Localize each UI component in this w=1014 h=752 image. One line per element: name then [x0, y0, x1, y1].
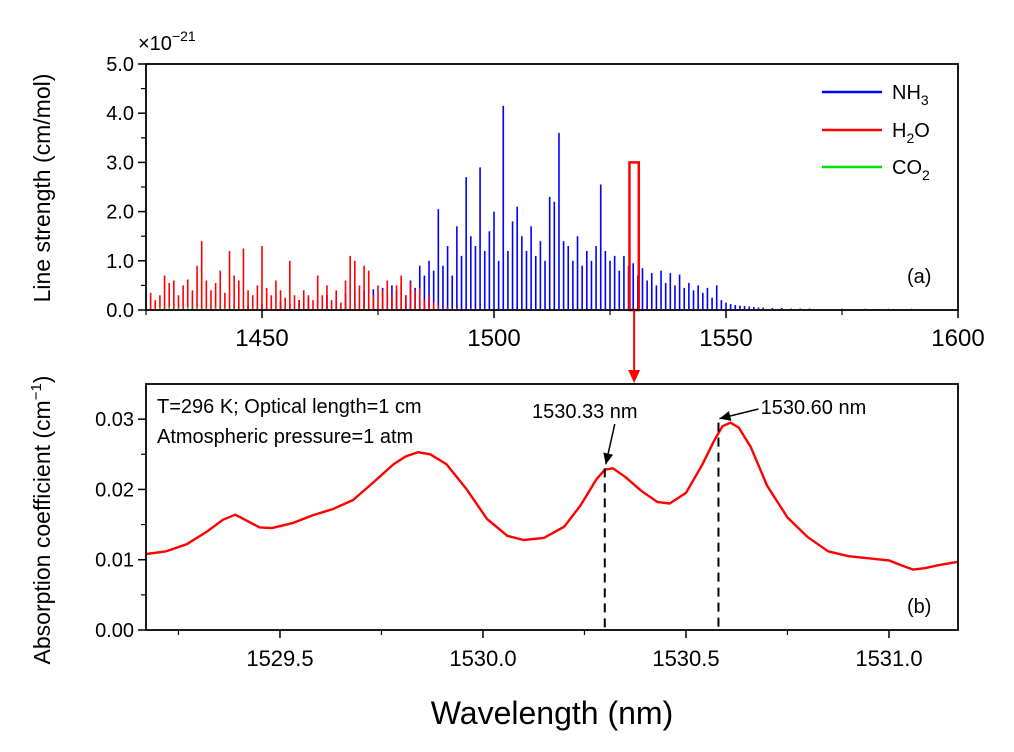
legend-label-h2o: H2O	[892, 120, 930, 146]
series-h2o	[149, 241, 588, 310]
panel-a-x-tick-label-0: 1450	[235, 325, 288, 352]
panel-a-ylabel: Line strength (cm/mol)	[29, 74, 55, 303]
panel-b-frame	[145, 383, 959, 631]
panel-a-series-group	[149, 105, 955, 310]
panel-a-frame	[145, 63, 959, 311]
panel-b-annotations: 1530.33 nm 1530.60 nm	[532, 397, 866, 630]
panel-a-x-tick-label-1: 1500	[467, 325, 520, 352]
panel-a-legend: NH3 H2O CO2	[822, 82, 930, 183]
annotation-label-0: 1530.33 nm	[532, 401, 638, 423]
legend-label-nh3: NH3	[892, 82, 929, 108]
panel-a-y-multiplier: ×10−21	[138, 28, 196, 55]
panel-b-x-tick-label-0: 1529.5	[246, 646, 313, 671]
panel-a-y-tick-label-0: 0.0	[106, 300, 134, 322]
panel-b-label: (b)	[907, 596, 931, 618]
panel-a-y-tick-label-5: 5.0	[106, 54, 134, 76]
panel-b-y-tick-label-2: 0.02	[95, 479, 134, 501]
legend-label-co2: CO2	[892, 157, 930, 183]
panel-a-y-tick-label-3: 3.0	[106, 152, 134, 174]
series-co2	[159, 307, 955, 310]
panel-a-line-strength: 1450 1500 1550 1600 0.0 1.0 2.0 3.0 4.0 5.0 ×10−2…	[29, 28, 985, 352]
panel-b-y-tick-label-3: 0.03	[95, 409, 134, 431]
panel-b-absorption: 1530.33 nm 1530.60 nm 1529.5 1530.0 1530.5 1…	[28, 376, 959, 731]
panel-b-y-tick-label-1: 0.01	[95, 550, 134, 572]
panel-a-x-tick-label-3: 1600	[931, 325, 984, 352]
panel-b-x-tick-label-2: 1530.5	[652, 646, 719, 671]
panel-b-series-group	[145, 421, 959, 571]
panel-b-xlabel: Wavelength (nm)	[431, 695, 673, 731]
panel-a-y-tick-label-1: 1.0	[106, 251, 134, 273]
panel-b-x-tick-label-1: 1530.0	[449, 646, 516, 671]
annotation-arrowhead-1	[719, 411, 732, 421]
annotation-label-1: 1530.60 nm	[761, 397, 867, 419]
panel-b-conditions-line2: Atmospheric pressure=1 atm	[157, 426, 413, 448]
panel-b-conditions-line1: T=296 K; Optical length=1 cm	[157, 396, 422, 418]
panel-a-label: (a)	[907, 266, 931, 288]
panel-a-ticks: 1450 1500 1550 1600 0.0 1.0 2.0 3.0 4.0 5.0	[106, 54, 985, 352]
zoom-connector-arrow	[628, 310, 641, 383]
panel-b-y-tick-label-0: 0.00	[95, 620, 134, 642]
panel-b-x-tick-label-3: 1531.0	[855, 646, 922, 671]
panel-a-y-tick-label-2: 2.0	[106, 202, 134, 224]
panel-b-ylabel: Absorption coefficient (cm−1)	[28, 376, 55, 665]
panel-b-ticks: 1529.5 1530.0 1530.5 1531.0 0.00 0.01 0.02 0.03	[95, 409, 923, 671]
series-nh3	[219, 105, 894, 310]
absorption-curve	[145, 421, 959, 571]
panel-a-x-tick-label-2: 1550	[699, 325, 752, 352]
annotation-arrowhead-0	[603, 452, 614, 465]
connector-arrowhead	[628, 370, 641, 383]
panel-a-y-tick-label-4: 4.0	[106, 103, 134, 125]
